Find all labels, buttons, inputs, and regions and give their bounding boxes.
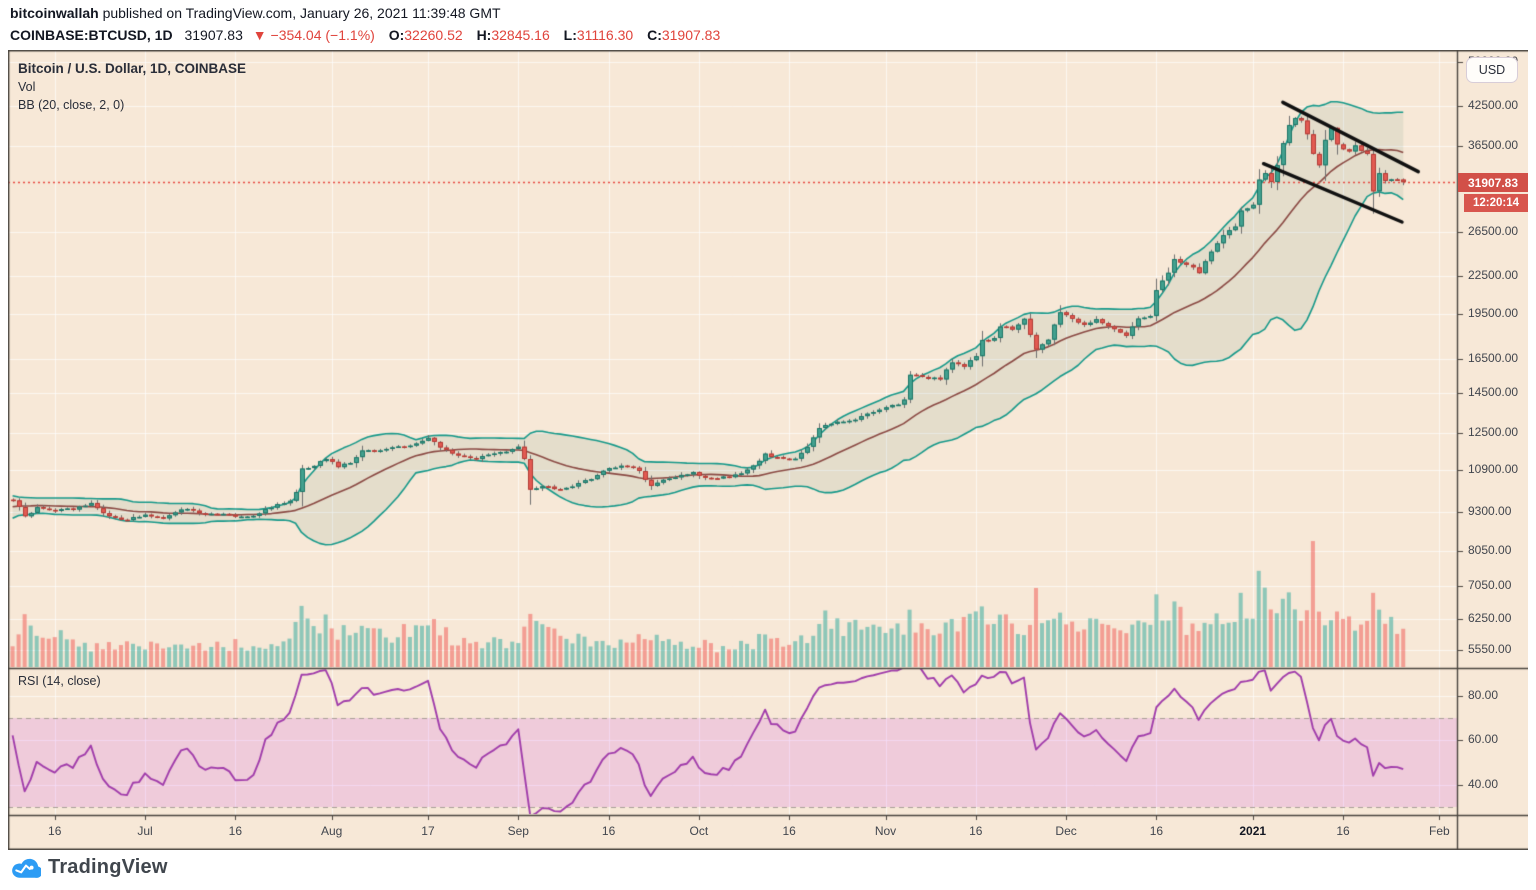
time-tick-label: 17: [421, 824, 435, 838]
publish-info: published on TradingView.com, January 26…: [98, 5, 501, 21]
legend-rsi[interactable]: RSI (14, close): [18, 674, 101, 688]
time-tick-label: 16: [1336, 824, 1350, 838]
time-tick-label: Jul: [137, 824, 153, 838]
time-tick-label: 16: [228, 824, 243, 838]
chart-area[interactable]: Bitcoin / U.S. Dollar, 1D, COINBASE Vol …: [8, 50, 1528, 850]
price-tick-label: 12500.00: [1468, 425, 1519, 440]
tradingview-link[interactable]: TradingView: [10, 856, 168, 879]
low-label: L:: [563, 27, 577, 43]
price-tick-label: 8050.00: [1468, 542, 1512, 557]
price-tick-label: 22500.00: [1468, 267, 1519, 282]
chart-legend: Bitcoin / U.S. Dollar, 1D, COINBASE Vol …: [18, 59, 246, 114]
time-tick-label: Feb: [1428, 824, 1450, 838]
price-tick-label: 7050.00: [1468, 578, 1512, 593]
last-price-badge: 31907.83: [1458, 173, 1528, 192]
price-change-text: ▼ −354.04 (−1.1%): [252, 27, 375, 43]
author-name: bitcoinwallah: [10, 5, 99, 21]
time-tick-label: 16: [782, 824, 796, 838]
time-tick-label: 2021: [1239, 824, 1267, 838]
price-tick-label: 42500.00: [1468, 97, 1519, 112]
symbol-ohlc-row: COINBASE:BTCUSD, 1D 31907.83 ▼ −354.04 (…: [10, 25, 720, 45]
close-value: 31907.83: [661, 27, 721, 43]
price-tick-label: 16500.00: [1468, 350, 1519, 365]
high-value: 32845.16: [491, 27, 550, 43]
price-tick-label: 26500.00: [1468, 223, 1519, 238]
bar-countdown-badge: 12:20:14: [1464, 194, 1528, 212]
currency-toggle-button[interactable]: USD: [1466, 57, 1518, 83]
time-tick-label: Dec: [1055, 824, 1077, 838]
legend-bollinger[interactable]: BB (20, close, 2, 0): [18, 98, 125, 112]
low-value: 31116.30: [576, 27, 634, 43]
open-value: 32260.52: [404, 27, 463, 43]
time-tick-label: Nov: [874, 824, 897, 838]
open-label: O:: [388, 27, 405, 43]
price-tick-label: 6250.00: [1468, 610, 1512, 625]
legend-volume[interactable]: Vol: [18, 80, 36, 94]
price-tick-label: 14500.00: [1468, 385, 1519, 400]
time-tick-label: Oct: [689, 824, 709, 838]
rsi-tick-label: 80.00: [1468, 687, 1499, 702]
price-tick-label: 36500.00: [1468, 138, 1519, 153]
legend-symbol-title[interactable]: Bitcoin / U.S. Dollar, 1D, COINBASE: [18, 61, 247, 76]
tradingview-brand-text: TradingView: [48, 856, 168, 878]
high-label: H:: [476, 27, 492, 43]
time-tick-label: 16: [969, 824, 983, 838]
price-tick-label: 10900.00: [1468, 461, 1519, 476]
publish-header: bitcoinwallah published on TradingView.c…: [10, 3, 720, 45]
symbol-interval: COINBASE:BTCUSD, 1D: [10, 27, 173, 43]
rsi-tick-label: 60.00: [1468, 732, 1499, 747]
price-tick-label: 19500.00: [1468, 306, 1519, 321]
publish-byline: bitcoinwallah published on TradingView.c…: [10, 3, 720, 23]
time-tick-label: Aug: [320, 824, 343, 838]
candlestick-chart-canvas[interactable]: [8, 50, 1528, 850]
price-tick-label: 5550.00: [1468, 642, 1512, 657]
close-label: C:: [647, 27, 662, 43]
last-price-text: 31907.83: [184, 27, 243, 43]
price-tick-label: 9300.00: [1468, 504, 1512, 519]
time-tick-label: 16: [48, 824, 62, 838]
time-tick-label: 16: [601, 824, 616, 838]
time-tick-label: Sep: [507, 824, 529, 838]
tradingview-logo-icon: [12, 858, 41, 878]
time-tick-label: 16: [1149, 824, 1164, 838]
rsi-tick-label: 40.00: [1468, 776, 1499, 791]
